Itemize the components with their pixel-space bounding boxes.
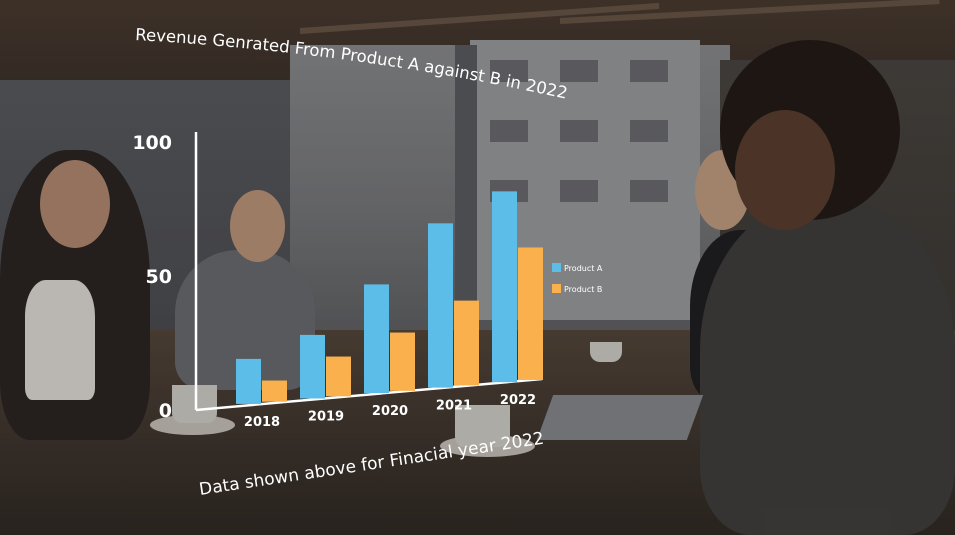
- y-tick-label-50: 50: [146, 266, 172, 288]
- bar-product-a-2021: [428, 223, 453, 388]
- x-tick-label-2018: 2018: [244, 415, 280, 430]
- coffee-cup: [590, 342, 622, 362]
- coffee-cup: [455, 405, 510, 447]
- legend-swatch-product-a: [552, 263, 561, 272]
- y-tick-label-100: 100: [132, 132, 172, 154]
- x-tick-label-2021: 2021: [436, 398, 472, 413]
- x-tick-label-2019: 2019: [308, 409, 344, 424]
- bar-product-b-2019: [326, 356, 351, 397]
- person-middle-head: [230, 190, 285, 262]
- y-tick-label-0: 0: [159, 400, 172, 422]
- person-left-head: [40, 160, 110, 248]
- bar-product-a-2020: [364, 284, 389, 394]
- bar-product-b-2018: [262, 380, 287, 402]
- legend-label-product-b: Product B: [564, 285, 602, 294]
- x-axis-line: [195, 377, 543, 412]
- legend: Product A Product B: [552, 263, 603, 294]
- x-tick-label-2022: 2022: [500, 393, 536, 408]
- chart-title: Revenue Genrated From Product A against …: [135, 25, 569, 103]
- legend-label-product-a: Product A: [564, 264, 603, 273]
- bar-product-a-2019: [300, 334, 325, 399]
- bar-product-a-2022: [492, 191, 517, 383]
- chart-footnote: Data shown above for Finacial year 2022: [198, 429, 545, 500]
- y-tick-labels: 0 50 100: [132, 132, 172, 422]
- person-right-front-face: [735, 110, 835, 230]
- bar-product-b-2020: [390, 332, 415, 391]
- person-right-front: [700, 200, 955, 535]
- bar-product-a-2018: [236, 358, 261, 404]
- x-tick-label-2020: 2020: [372, 404, 408, 419]
- bar-product-b-2021: [454, 300, 479, 386]
- legend-swatch-product-b: [552, 284, 561, 293]
- person-left-shirt: [25, 280, 95, 400]
- window-pillar: [455, 45, 477, 345]
- category-labels: 2018 2019 2020 2021 2022: [244, 393, 536, 430]
- coffee-cup: [172, 385, 217, 423]
- bar-product-b-2022: [518, 247, 543, 380]
- bar-group: [236, 191, 543, 404]
